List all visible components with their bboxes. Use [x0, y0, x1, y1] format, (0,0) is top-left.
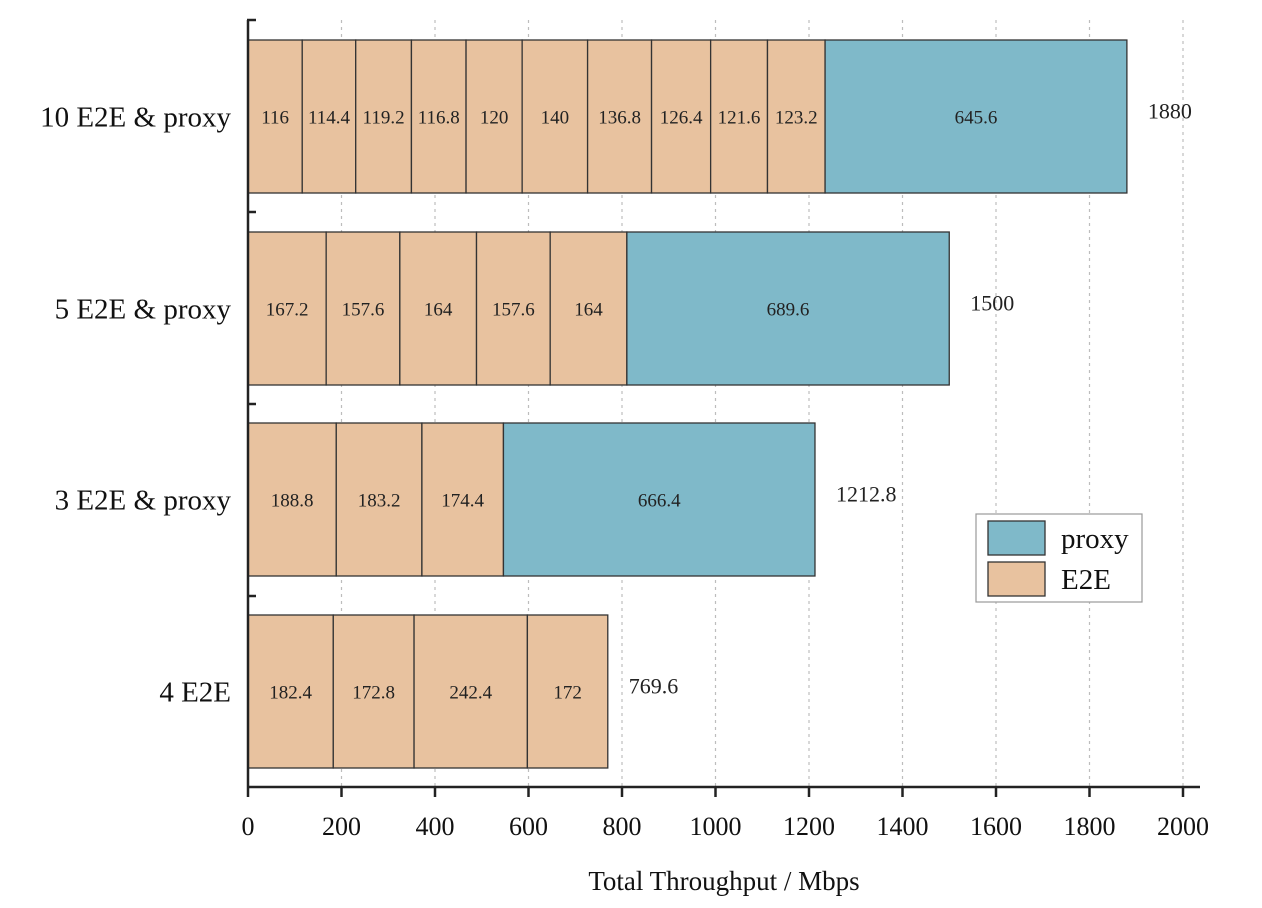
x-tick-label: 600: [509, 812, 548, 841]
segment-value-label: 123.2: [775, 108, 818, 129]
segment-value-label: 120: [480, 108, 509, 129]
bar-segment-e2e: [301, 39, 357, 194]
bar-segment-e2e: [521, 39, 589, 194]
segment-value-label: 157.6: [342, 300, 385, 321]
segment-value-label: 136.8: [598, 108, 641, 129]
bar-segment-e2e: [475, 231, 551, 386]
segment-value-label: 140: [541, 108, 570, 129]
x-tick-label: 800: [603, 812, 642, 841]
bar-segment-e2e: [413, 614, 529, 769]
bar-segment-e2e: [421, 422, 505, 577]
segment-value-label: 174.4: [441, 491, 484, 512]
bar-segment-e2e: [355, 39, 413, 194]
total-value-label: 1880: [1148, 99, 1192, 124]
category-label: 3 E2E & proxy: [55, 485, 232, 517]
x-tick-label: 0: [242, 812, 255, 841]
bar-segment-proxy: [502, 422, 816, 577]
legend-label-proxy: proxy: [1061, 523, 1129, 555]
segment-value-label: 167.2: [266, 300, 309, 321]
segment-value-label: 183.2: [358, 491, 401, 512]
bar-segment-e2e: [650, 39, 712, 194]
bar-segment-e2e: [335, 422, 423, 577]
bar-segment-e2e: [325, 231, 401, 386]
bar-segment-e2e: [332, 614, 415, 769]
x-tick-label: 1000: [690, 812, 742, 841]
segment-value-label: 172.8: [352, 683, 395, 704]
x-tick-label: 400: [416, 812, 455, 841]
x-tick-label: 1400: [877, 812, 929, 841]
segment-value-label: 119.2: [363, 108, 405, 129]
x-tick-label: 1800: [1064, 812, 1116, 841]
segment-value-label: 242.4: [449, 683, 492, 704]
segment-value-label: 116.8: [418, 108, 460, 129]
segment-value-label: 645.6: [955, 108, 998, 129]
segment-value-label: 164: [424, 300, 453, 321]
segment-value-label: 126.4: [660, 108, 703, 129]
x-axis-title: Total Throughput / Mbps: [588, 866, 859, 896]
segment-value-label: 689.6: [767, 300, 810, 321]
bar-segment-e2e: [766, 39, 826, 194]
axes: [246, 18, 1200, 797]
legend: proxy E2E: [975, 513, 1143, 603]
bar-segment-e2e: [549, 231, 628, 386]
segment-value-label: 114.4: [308, 108, 351, 129]
bar-segment-e2e: [247, 231, 327, 386]
bar-segment-proxy: [626, 231, 950, 386]
category-label: 4 E2E: [159, 677, 231, 709]
segment-value-label: 182.4: [269, 683, 312, 704]
segment-value-label: 121.6: [718, 108, 761, 129]
category-label: 5 E2E & proxy: [55, 294, 232, 326]
total-value-label: 769.6: [629, 674, 679, 699]
total-value-label: 1212.8: [836, 482, 897, 507]
x-tick-label: 1600: [970, 812, 1022, 841]
legend-label-e2e: E2E: [1061, 564, 1111, 596]
legend-swatch-e2e: [987, 561, 1046, 597]
segment-value-label: 157.6: [492, 300, 535, 321]
category-label: 10 E2E & proxy: [40, 102, 231, 134]
bar-segment-e2e: [586, 39, 653, 194]
bar-segment-e2e: [526, 614, 609, 769]
bars: [247, 39, 1128, 769]
x-tick-label: 200: [322, 812, 361, 841]
segment-value-label: 116: [261, 108, 289, 129]
x-tick-label: 1200: [783, 812, 835, 841]
bar-segment-e2e: [247, 614, 334, 769]
bar-segment-proxy: [824, 39, 1128, 194]
bar-segment-e2e: [399, 231, 478, 386]
segment-value-label: 172: [553, 683, 582, 704]
segment-value-label: 666.4: [638, 491, 681, 512]
segment-value-label: 188.8: [271, 491, 314, 512]
segment-value-label: 164: [574, 300, 603, 321]
legend-swatch-proxy: [987, 520, 1046, 556]
bar-segment-e2e: [465, 39, 523, 194]
labels: 116 114.4 119.2 116.8 120 140 136.8 126.4 121.6 1…: [40, 99, 1209, 842]
x-tick-label: 2000: [1157, 812, 1209, 841]
total-value-label: 1500: [970, 291, 1014, 316]
